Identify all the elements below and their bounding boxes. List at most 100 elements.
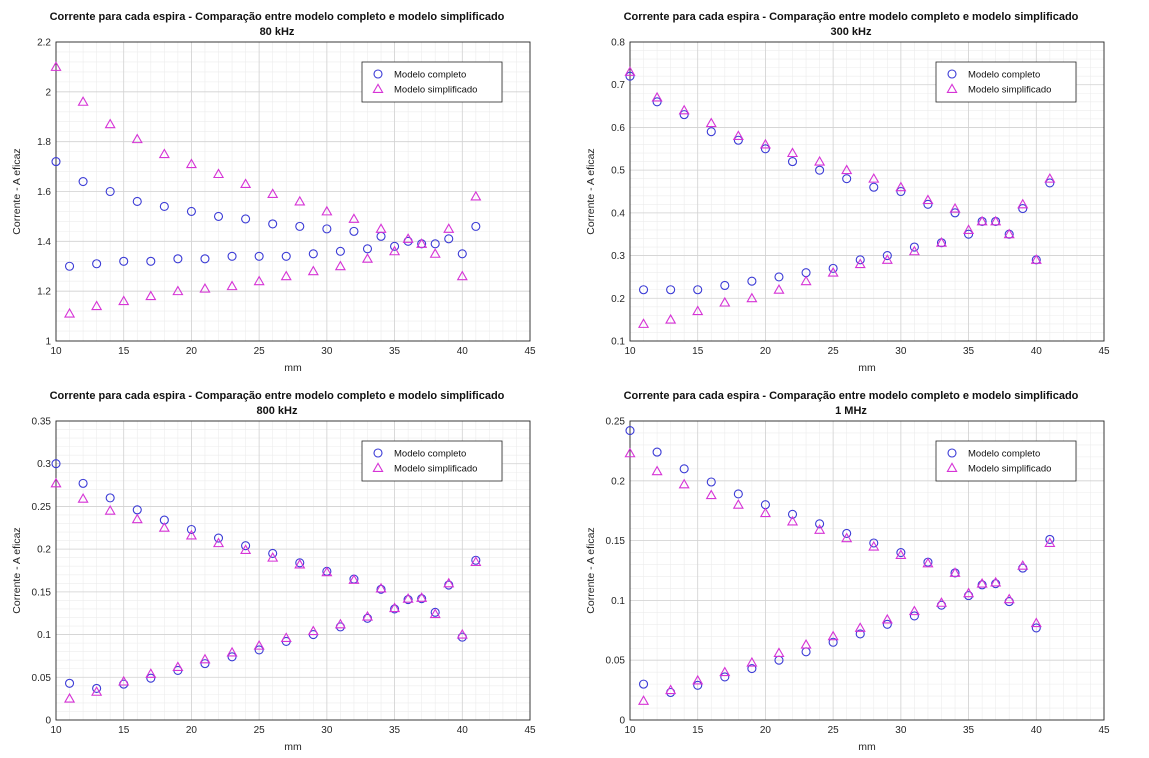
data-point-simplificado: [881, 254, 893, 264]
series-modelo-simplificado: [50, 477, 482, 703]
data-point-simplificado: [800, 638, 812, 649]
legend-box: [361, 440, 503, 482]
data-point-simplificado: [307, 265, 319, 276]
data-point-completo: [828, 637, 838, 647]
data-point-completo: [1045, 178, 1055, 188]
data-point-completo: [430, 239, 440, 249]
data-point-simplificado: [868, 540, 880, 551]
data-point-simplificado: [307, 625, 319, 636]
data-point-simplificado: [63, 692, 76, 703]
data-point-simplificado: [185, 529, 197, 540]
legend-circle-marker: [373, 69, 383, 79]
data-point-completo: [146, 673, 156, 683]
data-point-completo: [105, 493, 115, 503]
data-point-completo: [909, 611, 919, 621]
legend-label: Modelo simplificado: [968, 85, 1051, 96]
series-modelo-simplificado: [624, 447, 1056, 705]
x-tick-label: 10: [50, 346, 62, 357]
data-point-simplificado: [678, 104, 690, 115]
data-point-completo: [923, 199, 933, 209]
data-point-simplificado: [145, 290, 157, 301]
data-point-simplificado: [158, 148, 170, 159]
data-point-completo: [666, 285, 676, 295]
data-point-simplificado: [91, 686, 103, 696]
data-point-completo: [92, 683, 102, 693]
data-point-simplificado: [199, 653, 211, 664]
data-point-simplificado: [212, 168, 225, 179]
data-point-simplificado: [185, 158, 197, 169]
data-point-completo: [991, 579, 1001, 589]
data-point-simplificado: [949, 567, 961, 577]
y-tick-label: 0.15: [606, 536, 626, 547]
data-point-simplificado: [429, 608, 441, 619]
data-point-simplificado: [651, 91, 663, 102]
data-point-simplificado: [1044, 537, 1056, 547]
chart-subtitle: 1 MHz: [835, 405, 867, 417]
y-tick-label: 0.35: [32, 417, 52, 428]
legend-label: Modelo completo: [968, 449, 1040, 460]
data-point-simplificado: [705, 489, 717, 500]
data-point-simplificado: [240, 544, 252, 554]
data-point-simplificado: [50, 61, 62, 71]
data-point-simplificado: [1017, 560, 1029, 570]
x-tick-label: 25: [828, 725, 840, 736]
y-tick-label: 0.2: [611, 294, 625, 305]
data-point-simplificado: [827, 630, 839, 641]
y-tick-label: 0.8: [611, 38, 625, 49]
data-point-completo: [403, 594, 413, 605]
data-point-completo: [254, 645, 264, 655]
data-point-completo: [828, 263, 838, 273]
data-point-completo: [64, 261, 75, 271]
data-point-simplificado: [375, 582, 387, 593]
data-point-simplificado: [976, 577, 988, 588]
legend-box: [361, 61, 503, 103]
y-tick-label: 0.1: [37, 630, 51, 641]
data-point-simplificado: [402, 233, 414, 243]
data-point-completo: [720, 280, 730, 291]
chart-title: Corrente para cada espira - Comparação e…: [624, 11, 1079, 23]
data-point-completo: [213, 533, 224, 543]
y-axis-label: Corrente - A eficaz: [585, 148, 597, 234]
data-point-simplificado: [443, 223, 455, 233]
data-point-completo: [896, 548, 906, 558]
x-tick-label: 40: [1031, 346, 1043, 357]
data-point-completo: [882, 251, 892, 261]
data-point-completo: [706, 127, 716, 137]
data-point-completo: [349, 226, 359, 236]
data-point-simplificado: [334, 260, 346, 271]
chart-panel-80khz: Corrente para cada espira - Comparação e…: [0, 0, 574, 379]
data-point-simplificado: [732, 499, 744, 509]
series-modelo-simplificado: [50, 61, 482, 318]
data-point-simplificado: [1003, 228, 1015, 239]
x-tick-label: 30: [321, 725, 333, 736]
data-point-simplificado: [375, 223, 387, 233]
x-tick-label: 30: [895, 346, 907, 357]
data-point-simplificado: [145, 668, 157, 678]
data-point-simplificado: [118, 295, 130, 306]
data-point-completo: [733, 135, 743, 145]
y-tick-label: 0.4: [611, 208, 625, 219]
data-point-completo: [1045, 534, 1055, 544]
data-point-completo: [92, 259, 102, 269]
data-point-simplificado: [77, 493, 89, 503]
data-point-simplificado: [624, 66, 636, 76]
data-point-simplificado: [470, 556, 482, 566]
y-tick-label: 0.1: [611, 596, 625, 607]
y-tick-label: 1: [45, 337, 51, 348]
data-point-completo: [950, 208, 960, 218]
data-point-completo: [119, 256, 129, 266]
data-point-completo: [471, 221, 481, 231]
data-point-simplificado: [908, 245, 920, 256]
data-point-simplificado: [348, 213, 360, 223]
x-axis-label: mm: [858, 741, 876, 753]
y-tick-label: 0.7: [611, 80, 625, 91]
data-point-simplificado: [637, 318, 650, 328]
data-point-completo: [869, 538, 879, 548]
legend-triangle-marker: [372, 462, 384, 472]
data-point-simplificado: [226, 280, 238, 291]
data-point-simplificado: [854, 258, 866, 269]
data-point-simplificado: [361, 610, 374, 621]
data-point-simplificado: [50, 477, 62, 488]
x-tick-label: 40: [457, 346, 469, 357]
data-point-completo: [977, 580, 987, 590]
